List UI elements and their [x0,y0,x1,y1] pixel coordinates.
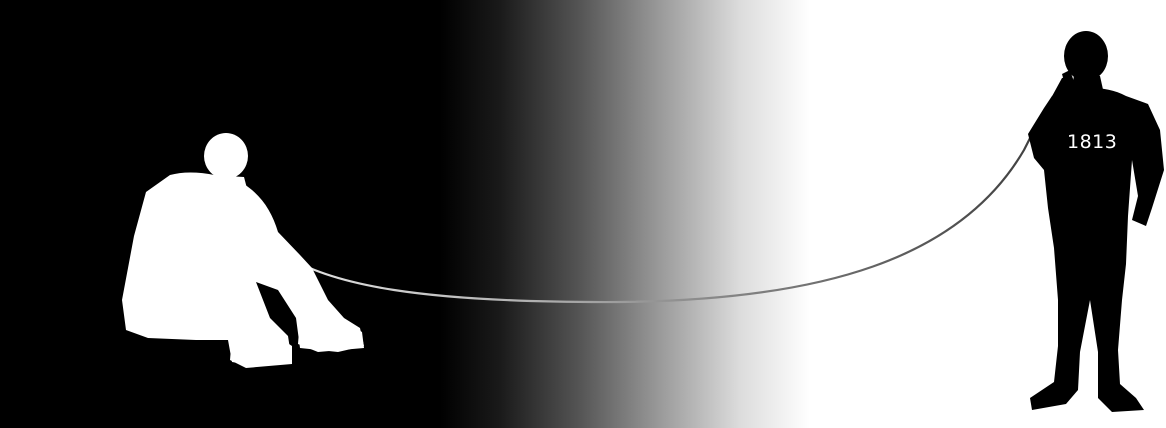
seated-figure-silhouette [122,133,364,368]
phone-cord [281,84,1062,304]
shirt-number-text: 1813 [1067,131,1118,153]
standing-figure-silhouette [1028,31,1164,412]
